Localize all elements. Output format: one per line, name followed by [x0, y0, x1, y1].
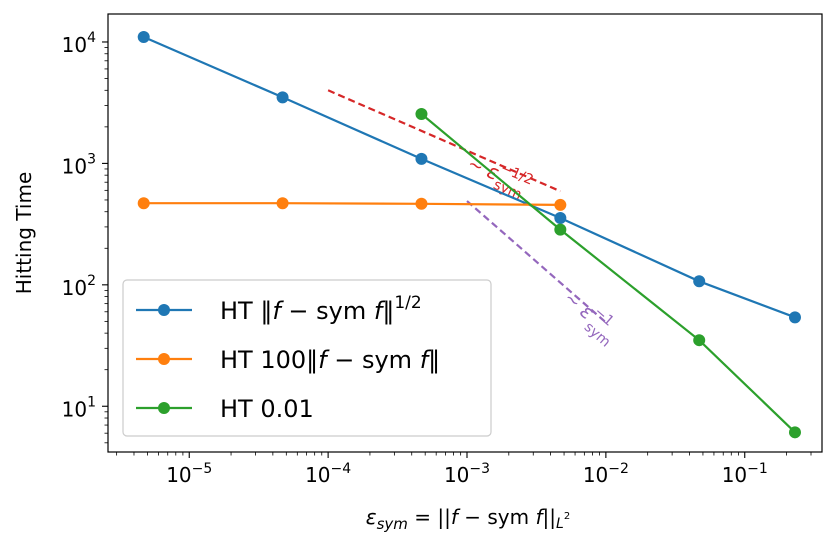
x-tick-label: 10−3: [444, 461, 490, 487]
y-tick-label: 101: [62, 394, 96, 421]
legend-box: [122, 279, 492, 437]
legend: HT ‖f − sym f‖1/2 HT 100‖f − sym f‖ HT 0.0…: [122, 279, 492, 437]
data-point: [415, 197, 428, 210]
x-tick-label: 10−5: [166, 461, 212, 487]
y-tick-label: 103: [62, 151, 96, 178]
reference-line: [466, 200, 607, 324]
x-axis-label: εsym = ||f − sym f||L2: [366, 505, 570, 533]
legend-marker: [158, 402, 170, 414]
data-point: [554, 198, 567, 211]
legend-label: HT ‖f − sym f‖1/2: [220, 293, 422, 325]
reference-line: [327, 89, 561, 193]
reference-line-label: ∼ ε−1sym: [555, 283, 625, 350]
legend-label: HT 100‖f − sym f‖: [220, 346, 440, 374]
data-point: [276, 197, 289, 210]
legend-label: HT 0.01: [220, 395, 314, 423]
data-point: [554, 223, 567, 236]
y-tick-label: 102: [62, 273, 96, 300]
y-tick-label: 104: [62, 30, 96, 57]
data-point: [788, 311, 801, 324]
data-point: [276, 91, 289, 104]
legend-marker: [158, 353, 170, 365]
data-point: [137, 30, 150, 43]
data-point: [137, 197, 150, 210]
data-point: [693, 334, 706, 347]
series-line: [143, 202, 561, 206]
data-point: [693, 275, 706, 288]
data-point: [415, 108, 428, 121]
data-point: [415, 152, 428, 165]
series-lines: [137, 30, 801, 439]
series-line: [420, 113, 796, 434]
data-point: [554, 212, 567, 225]
data-point: [788, 426, 801, 439]
major-ticks: 10−5 10−4 10−3 10−2 10−1 101 102 103 104: [62, 30, 768, 487]
x-tick-label: 10−4: [305, 461, 351, 487]
x-tick-label: 10−2: [583, 461, 629, 487]
legend-marker: [158, 304, 170, 316]
y-axis-label: Hitting Time: [12, 172, 36, 295]
plot-frame: [107, 13, 823, 453]
x-tick-label: 10−1: [722, 461, 768, 487]
series-line: [143, 35, 796, 319]
